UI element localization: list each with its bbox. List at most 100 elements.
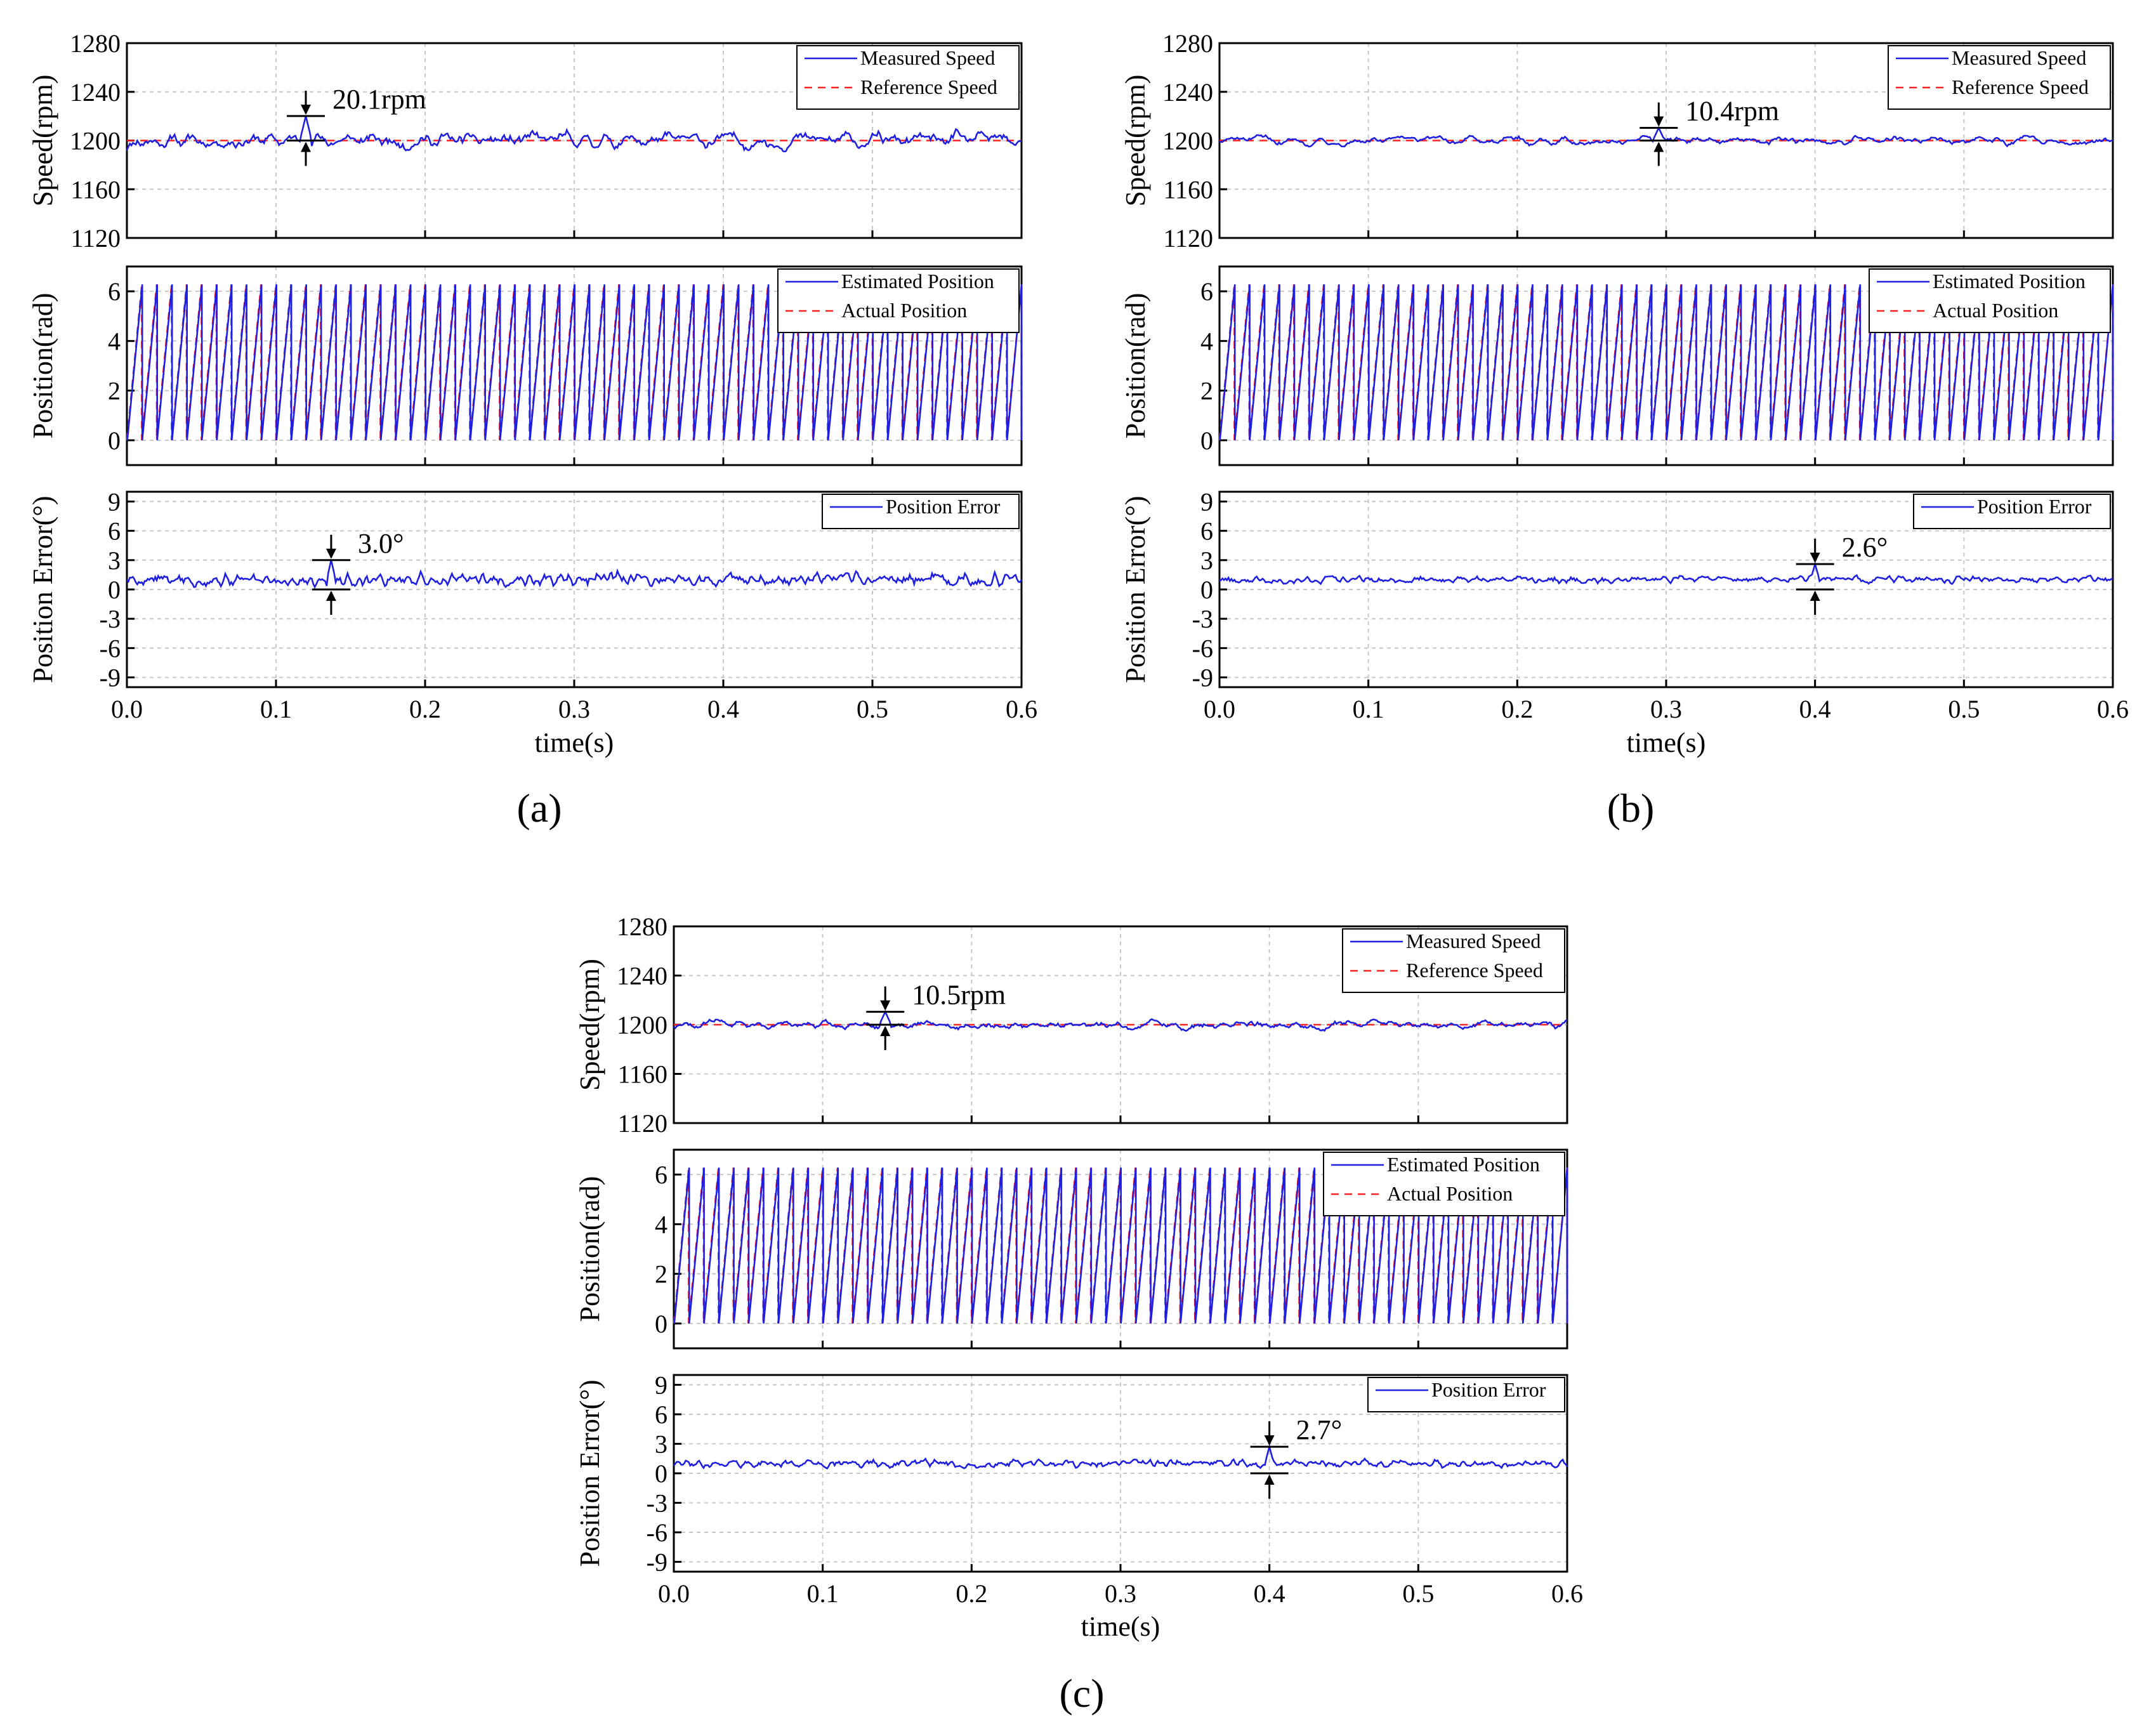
- error-ytick-label: 3: [1200, 546, 1213, 575]
- speed-ytick-label: 1200: [1162, 127, 1213, 155]
- error-annotation: 3.0°: [358, 528, 404, 559]
- speed-y-axis-label: Speed(rpm): [27, 75, 58, 207]
- speed-ytick-label: 1240: [617, 962, 667, 990]
- x-tick-label: 0.6: [1006, 695, 1037, 723]
- x-axis-label: time(s): [535, 727, 614, 758]
- position-ytick-label: 0: [108, 426, 121, 455]
- speed-annot-arrowhead: [880, 1026, 891, 1036]
- legend-entry: Measured Speed: [860, 46, 995, 69]
- x-axis-label: time(s): [1081, 1611, 1160, 1642]
- x-tick-label: 0.4: [1799, 695, 1831, 723]
- error-ytick-label: 9: [1200, 487, 1213, 516]
- speed-ytick-label: 1120: [70, 224, 121, 253]
- error-ytick-label: 9: [108, 487, 121, 516]
- x-tick-label: 0.1: [1353, 695, 1384, 723]
- error-annot-arrowhead: [1264, 1475, 1275, 1485]
- legend-entry: Reference Speed: [1406, 959, 1543, 982]
- position-y-axis-label: Position(rad): [574, 1176, 605, 1322]
- x-tick-label: 0.6: [1551, 1579, 1583, 1608]
- speed-y-axis-label: Speed(rpm): [1120, 75, 1151, 207]
- legend-entry: Measured Speed: [1406, 930, 1541, 952]
- x-tick-label: 0.2: [409, 695, 441, 723]
- error-ytick-label: 0: [108, 575, 121, 604]
- panel-c: 1280 1240 1200 1160 1120 Speed(rpm) Measured S…: [574, 912, 1583, 1716]
- panel-label: (c): [1059, 1671, 1104, 1716]
- error-ytick-label: -9: [1192, 664, 1213, 692]
- legend-box: [1323, 1152, 1565, 1216]
- error-ytick-label: 0: [1200, 575, 1213, 604]
- error-annot-arrowhead: [1264, 1435, 1275, 1446]
- speed-annotation: 10.5rpm: [912, 980, 1006, 1011]
- error-ytick-label: -3: [647, 1489, 667, 1518]
- error-annot-arrowhead: [1810, 552, 1820, 563]
- speed-annot-arrowhead: [301, 141, 311, 152]
- legend-entry: Estimated Position: [1387, 1153, 1540, 1176]
- legend-entry: Position Error: [1431, 1378, 1546, 1401]
- x-tick-label: 0.3: [1650, 695, 1682, 723]
- error-ytick-label: -6: [647, 1518, 667, 1547]
- x-tick-label: 0.4: [707, 695, 739, 723]
- speed-y-axis-label: Speed(rpm): [574, 959, 605, 1091]
- position-ytick-label: 6: [655, 1161, 667, 1189]
- legend-box: [1913, 494, 2111, 529]
- position-error-line: [1219, 561, 2113, 586]
- error-ytick-label: 0: [655, 1459, 667, 1488]
- x-tick-label: 0.2: [956, 1579, 987, 1608]
- error-annotation: 2.6°: [1842, 532, 1888, 563]
- position-ytick-label: 6: [1200, 277, 1213, 306]
- error-ytick-label: 3: [108, 546, 121, 575]
- position-ytick-label: 0: [655, 1310, 667, 1338]
- error-annotation: 2.7°: [1296, 1414, 1343, 1445]
- position-ytick-label: 2: [1200, 377, 1213, 405]
- speed-ytick-label: 1280: [617, 912, 667, 941]
- legend-box: [1342, 928, 1565, 993]
- panel-label: (a): [516, 786, 562, 831]
- position-error-line: [673, 1443, 1568, 1470]
- error-ytick-label: -9: [647, 1548, 667, 1577]
- position-ytick-label: 2: [108, 377, 121, 405]
- speed-ytick-label: 1160: [617, 1060, 667, 1089]
- speed-ytick-label: 1280: [1162, 29, 1213, 58]
- speed-annot-arrowhead: [1653, 116, 1664, 127]
- position-ytick-label: 4: [655, 1210, 667, 1239]
- x-tick-label: 0.1: [807, 1579, 839, 1608]
- error-y-axis-label: Position Error(°): [27, 496, 58, 683]
- legend-entry: Actual Position: [841, 299, 967, 322]
- x-tick-label: 0.5: [1402, 1579, 1434, 1608]
- panel-a: 1280 1240 1200 1160 1120 Speed(rpm) Measured S…: [27, 29, 1037, 831]
- legend-box: [822, 494, 1020, 529]
- x-axis-label: time(s): [1627, 727, 1706, 758]
- speed-annotation: 10.4rpm: [1685, 96, 1779, 127]
- error-annot-arrowhead: [1810, 591, 1820, 601]
- legend-box: [1869, 268, 2111, 333]
- speed-ytick-label: 1240: [70, 78, 121, 107]
- speed-ytick-label: 1200: [617, 1011, 667, 1039]
- speed-ytick-label: 1160: [1163, 175, 1213, 204]
- measured-speed-line: [673, 1009, 1568, 1032]
- position-y-axis-label: Position(rad): [27, 293, 58, 439]
- legend-box: [777, 268, 1020, 333]
- error-annot-arrowhead: [325, 548, 336, 559]
- error-y-axis-label: Position Error(°): [574, 1379, 605, 1567]
- position-ytick-label: 6: [108, 277, 121, 306]
- error-ytick-label: -9: [100, 664, 121, 692]
- x-tick-label: 0.0: [1204, 695, 1235, 723]
- legend-entry: Reference Speed: [860, 76, 997, 98]
- position-ytick-label: 2: [655, 1260, 667, 1289]
- error-ytick-label: -3: [100, 605, 121, 633]
- legend-entry: Actual Position: [1933, 299, 2058, 322]
- error-ytick-label: 6: [108, 517, 121, 546]
- speed-annot-arrowhead: [301, 104, 311, 115]
- error-ytick-label: -6: [100, 634, 121, 662]
- estimated-position-line: [1219, 284, 2114, 441]
- estimated-position-line: [126, 284, 1023, 441]
- legend-entry: Measured Speed: [1952, 46, 2086, 69]
- error-ytick-label: -3: [1192, 605, 1213, 633]
- panel-label: (b): [1607, 786, 1655, 831]
- legend-entry: Estimated Position: [841, 270, 994, 293]
- error-ytick-label: 6: [1200, 517, 1213, 546]
- legend-box: [796, 45, 1020, 110]
- legend-box: [1367, 1377, 1565, 1412]
- x-tick-label: 0.5: [1948, 695, 1980, 723]
- speed-ytick-label: 1120: [617, 1109, 667, 1138]
